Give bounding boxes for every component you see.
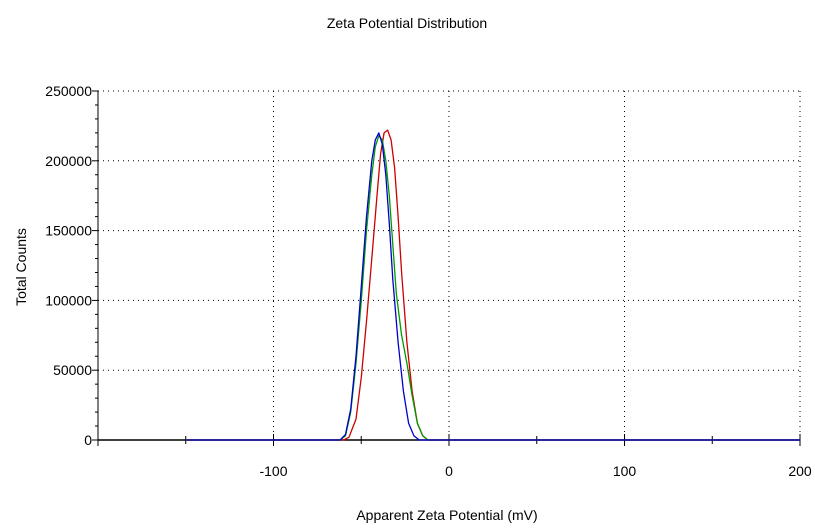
x-tick-label: 200 [788, 463, 812, 479]
series-group [185, 129, 800, 441]
y-ticks: 0 50000 100000 150000 200000 250000 [45, 83, 98, 448]
x-tick-label: 100 [613, 463, 637, 479]
y-axis-label: Total Counts [13, 228, 29, 306]
y-tick-label: 50000 [53, 362, 92, 378]
y-tick-label: 250000 [45, 83, 92, 99]
chart-title: Zeta Potential Distribution [327, 15, 487, 31]
series-line-3 [185, 132, 800, 441]
x-ticks: -100 0 100 200 [97, 434, 812, 479]
y-tick-label: 150000 [45, 223, 92, 239]
series-line-2 [185, 135, 800, 441]
y-tick-label: 100000 [45, 292, 92, 308]
grid [98, 90, 801, 440]
y-tick-label: 200000 [45, 153, 92, 169]
axes [97, 91, 800, 441]
x-axis-label: Apparent Zeta Potential (mV) [356, 507, 537, 523]
x-tick-label: -100 [259, 463, 287, 479]
series-line-1 [185, 129, 800, 441]
y-tick-label: 0 [84, 432, 92, 448]
x-tick-label: 0 [445, 463, 453, 479]
